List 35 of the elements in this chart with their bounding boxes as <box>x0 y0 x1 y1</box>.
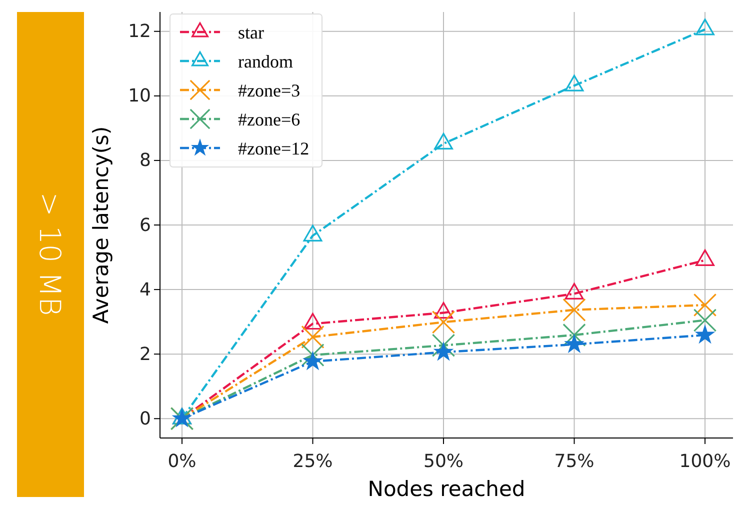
point <box>693 308 717 332</box>
point <box>303 224 322 242</box>
point <box>564 334 584 354</box>
legend-label: star <box>238 22 264 42</box>
point <box>302 350 323 370</box>
y-tick-label: 12 <box>128 21 151 42</box>
y-tick-label: 4 <box>140 279 151 300</box>
point <box>562 298 586 322</box>
point <box>696 249 714 266</box>
x-tick-label: 50% <box>423 450 464 472</box>
x-tick-label: 0% <box>168 450 196 472</box>
y-tick-label: 8 <box>140 150 151 172</box>
text: > 10 MB <box>33 192 67 316</box>
y-tick-label: 0 <box>140 408 151 430</box>
x-tick-label: 25% <box>292 450 333 472</box>
y-tick-label: 2 <box>140 344 151 365</box>
legend-label: #zone=6 <box>238 109 300 130</box>
y-axis-title: Average latency(s) <box>89 126 113 324</box>
x-axis-title: Nodes reached <box>368 477 526 501</box>
legend-label: #zone=12 <box>238 138 310 158</box>
x-tick-label: 75% <box>554 450 594 472</box>
point <box>433 341 454 361</box>
point <box>694 324 716 344</box>
point <box>301 325 324 349</box>
y-tick-label: 6 <box>140 214 151 236</box>
point <box>693 293 717 317</box>
x-tick-label: 100% <box>679 450 731 472</box>
point <box>564 74 584 92</box>
y-tick-label: 10 <box>128 86 151 107</box>
point <box>432 310 456 334</box>
legend-label: #zone=3 <box>238 80 300 100</box>
legend-label: random <box>238 51 293 72</box>
point <box>696 18 714 36</box>
point <box>564 282 584 300</box>
point <box>434 132 453 150</box>
